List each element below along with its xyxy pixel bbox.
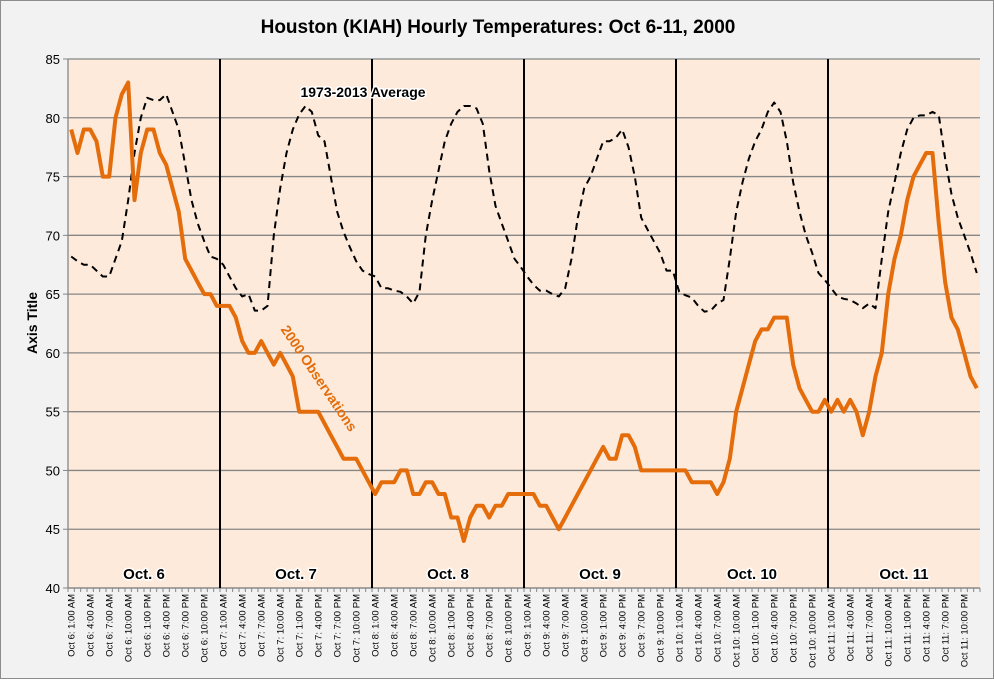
x-tick-label: Oct 6: 10:00 PM [200, 594, 211, 663]
x-tick-label: Oct 9: 10:00 PM [656, 594, 667, 663]
x-tick-label: Oct 7: 4:00 AM [238, 594, 249, 657]
x-tick-label: Oct 8: 7:00 PM [485, 594, 496, 657]
y-tick-label: 65 [46, 287, 60, 302]
day-label: Oct. 9 [579, 566, 621, 583]
x-tick-label: Oct 6: 1:00 PM [143, 594, 154, 657]
average-series-line [70, 93, 978, 313]
x-tick-label: Oct 10: 4:00 PM [770, 594, 781, 663]
x-tick-label: Oct 11: 7:00 PM [941, 594, 952, 662]
day-label: Oct. 11 [879, 566, 928, 583]
x-tick-label: Oct 7: 7:00 PM [333, 594, 344, 657]
y-tick-label: 60 [46, 346, 60, 361]
x-tick-label: Oct 8: 1:00 PM [447, 594, 458, 657]
x-tick-label: Oct 10: 7:00 PM [789, 594, 800, 663]
y-tick-label: 45 [46, 522, 60, 537]
y-tick-label: 80 [46, 111, 60, 126]
x-tick-label: Oct 10: 4:00 AM [694, 594, 705, 662]
x-tick-label: Oct 6: 1:00 AM [67, 594, 78, 657]
x-tick-label: Oct 9: 4:00 PM [618, 594, 629, 657]
x-tick-label: Oct 7: 1:00 PM [295, 594, 306, 657]
x-tick-label: Oct 11: 7:00 AM [865, 594, 876, 662]
y-tick-label: 85 [46, 52, 60, 67]
x-tick-label: Oct 10: 1:00 AM [675, 594, 686, 662]
x-tick-label: Oct 9: 1:00 PM [599, 594, 610, 657]
x-tick-label: Oct 8: 10:00 AM [428, 594, 439, 662]
day-label: Oct. 7 [275, 566, 317, 583]
x-tick-label: Oct 8: 4:00 PM [466, 594, 477, 657]
y-axis-title: Axis Title [24, 292, 40, 354]
observations-series-line [69, 80, 979, 543]
x-tick-label: Oct 10: 7:00 AM [713, 594, 724, 662]
day-label: Oct. 6 [123, 566, 165, 583]
x-tick-label: Oct 10: 10:00 PM [808, 594, 819, 668]
x-tick-label: Oct 8: 1:00 AM [371, 594, 382, 657]
x-tick-label: Oct 7: 10:00 AM [276, 594, 287, 662]
x-tick-label: Oct 9: 10:00 AM [580, 594, 591, 662]
x-tick-label: Oct 9: 4:00 AM [542, 594, 553, 657]
x-tick-label: Oct 6: 7:00 AM [105, 594, 116, 657]
x-tick-label: Oct 8: 4:00 AM [390, 594, 401, 657]
x-tick-label: Oct 7: 1:00 AM [219, 594, 230, 657]
x-tick-label: Oct 11: 1:00 PM [903, 594, 914, 662]
x-tick-label: Oct 11: 4:00 AM [846, 594, 857, 662]
y-tick-label: 55 [46, 405, 60, 420]
y-tick-label: 75 [46, 170, 60, 185]
x-tick-label: Oct 11: 4:00 PM [922, 594, 933, 662]
x-tick-label: Oct 8: 10:00 PM [504, 594, 515, 663]
x-tick-label: Oct 7: 7:00 AM [257, 594, 268, 657]
y-tick-label: 50 [46, 463, 60, 478]
day-label: Oct. 8 [427, 566, 469, 583]
x-tick-label: Oct 9: 7:00 PM [637, 594, 648, 657]
chart-title: Houston (KIAH) Hourly Temperatures: Oct … [261, 17, 736, 38]
day-label: Oct. 10 [727, 566, 777, 583]
x-tick-label: Oct 11: 10:00 AM [884, 594, 895, 667]
x-tick-label: Oct 6: 4:00 PM [162, 594, 173, 657]
y-tick-label: 70 [46, 228, 60, 243]
x-tick-label: Oct 7: 4:00 PM [314, 594, 325, 657]
x-tick-label: Oct 9: 7:00 AM [561, 594, 572, 657]
average-series-annotation: 1973-2013 Average [300, 84, 425, 100]
x-tick-label: Oct 6: 10:00 AM [124, 594, 135, 662]
x-tick-label: Oct 9: 1:00 AM [523, 594, 534, 657]
y-tick-label: 40 [46, 581, 60, 596]
x-tick-label: Oct 11: 1:00 AM [827, 594, 838, 662]
x-tick-label: Oct 10: 10:00 AM [732, 594, 743, 667]
x-tick-label: Oct 11: 10:00 PM [960, 594, 971, 667]
x-tick-label: Oct 6: 7:00 PM [181, 594, 192, 657]
x-tick-label: Oct 6: 4:00 AM [86, 594, 97, 657]
plot-area: 40 45 50 55 60 65 70 75 80 85 Oct. 6 Oct. 7 Oct. 8 Oc… [46, 52, 981, 668]
x-tick-label: Oct 10: 1:00 PM [751, 594, 762, 663]
x-tick-label: Oct 7: 10:00 PM [352, 594, 363, 663]
x-tick-label: Oct 8: 7:00 AM [409, 594, 420, 657]
